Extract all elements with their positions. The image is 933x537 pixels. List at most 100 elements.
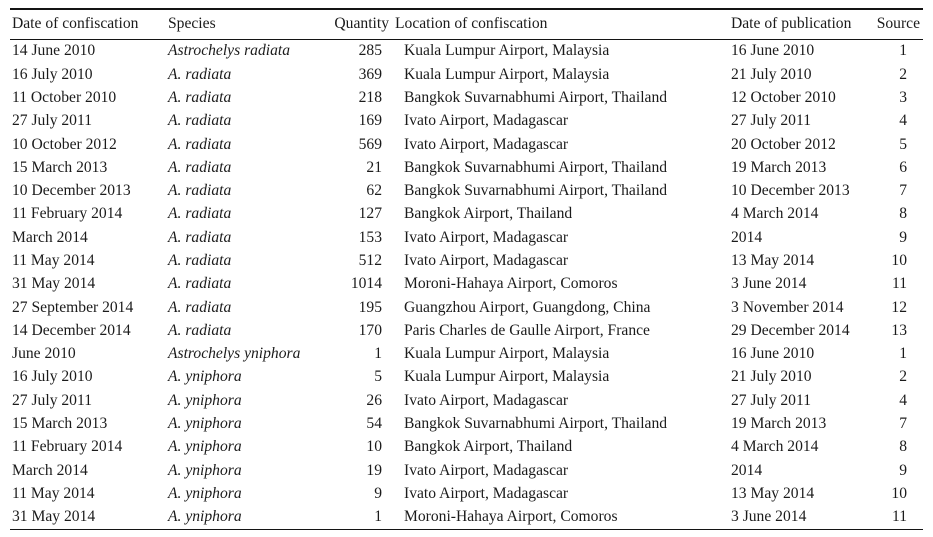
table-row: 31 May 2014 A. radiata 1014 Moroni-Hahaya A… xyxy=(10,273,923,296)
cell-source: 7 xyxy=(899,414,907,432)
cell-quantity: 369 xyxy=(358,65,382,83)
cell-date-of-publication: 4 March 2014 xyxy=(731,438,819,456)
cell-date-of-confiscation: 11 October 2010 xyxy=(12,89,117,106)
col-header-date-of-confiscation: Date of confiscation xyxy=(10,9,166,40)
cell-species: A. yniphora xyxy=(168,484,242,502)
cell-source: 2 xyxy=(899,65,907,83)
cell-species: A. yniphora xyxy=(168,368,242,386)
cell-quantity: 19 xyxy=(366,461,382,479)
cell-quantity: 218 xyxy=(358,89,382,106)
cell-location-of-confiscation: Guangzhou Airport, Guangdong, China xyxy=(404,298,651,316)
cell-date-of-confiscation: March 2014 xyxy=(12,461,88,479)
table-body: 14 June 2010 Astrochelys radiata 285 Kuala … xyxy=(10,40,923,530)
cell-date-of-confiscation: 10 December 2013 xyxy=(12,182,131,200)
table-row: 15 March 2013 A. radiata 21 Bangkok Suvarna… xyxy=(10,156,923,179)
cell-quantity: 9 xyxy=(374,484,382,502)
cell-date-of-confiscation: 11 May 2014 xyxy=(12,484,95,502)
cell-quantity: 1014 xyxy=(350,275,382,293)
table-row: 11 May 2014 A. radiata 512 Ivato Airport, M… xyxy=(10,250,923,273)
cell-species: A. radiata xyxy=(168,251,232,269)
cell-quantity: 5 xyxy=(374,368,382,386)
cell-date-of-confiscation: 11 May 2014 xyxy=(12,251,95,269)
cell-source: 6 xyxy=(899,158,907,176)
table-row: 10 December 2013 A. radiata 62 Bangkok Suva… xyxy=(10,180,923,203)
confiscation-table-wrap: Date of confiscation Species Quantity Lo… xyxy=(10,8,923,530)
cell-source: 1 xyxy=(899,345,907,363)
cell-location-of-confiscation: Ivato Airport, Madagascar xyxy=(404,228,569,246)
cell-location-of-confiscation: Ivato Airport, Madagascar xyxy=(404,251,569,269)
table-row: 11 February 2014 A. yniphora 10 Bangkok Air… xyxy=(10,436,923,459)
cell-date-of-publication: 3 June 2014 xyxy=(731,508,807,526)
cell-location-of-confiscation: Ivato Airport, Madagascar xyxy=(404,391,569,409)
cell-source: 8 xyxy=(899,205,907,223)
cell-source: 10 xyxy=(891,484,907,502)
cell-date-of-confiscation: June 2010 xyxy=(12,345,76,363)
cell-species: A. radiata xyxy=(168,112,232,130)
cell-species: Astrochelys radiata xyxy=(168,42,290,60)
cell-quantity: 512 xyxy=(358,251,382,269)
cell-source: 11 xyxy=(891,508,907,526)
table-row: June 2010 Astrochelys yniphora 1 Kuala Lump… xyxy=(10,343,923,366)
cell-date-of-publication: 16 June 2010 xyxy=(731,345,815,363)
table-row: 14 December 2014 A. radiata 170 Paris Charl… xyxy=(10,319,923,342)
cell-location-of-confiscation: Bangkok Suvarnabhumi Airport, Thailand xyxy=(404,158,668,176)
cell-date-of-confiscation: 16 July 2010 xyxy=(12,368,93,386)
cell-date-of-confiscation: 27 July 2011 xyxy=(12,391,92,409)
cell-date-of-publication: 2014 xyxy=(731,461,763,479)
cell-species: A. radiata xyxy=(168,321,232,339)
cell-species: A. radiata xyxy=(168,182,232,200)
header-row: Date of confiscation Species Quantity Lo… xyxy=(10,9,923,40)
cell-source: 4 xyxy=(899,391,907,409)
cell-date-of-publication: 13 May 2014 xyxy=(731,251,815,269)
cell-species: A. radiata xyxy=(168,135,232,153)
cell-species: A. yniphora xyxy=(168,461,242,479)
cell-species: A. radiata xyxy=(168,205,232,223)
cell-location-of-confiscation: Ivato Airport, Madagascar xyxy=(404,461,569,479)
cell-date-of-publication: 16 June 2010 xyxy=(731,42,815,60)
cell-date-of-confiscation: 31 May 2014 xyxy=(12,508,96,526)
cell-quantity: 1 xyxy=(374,345,382,363)
cell-species: A. radiata xyxy=(168,298,232,316)
cell-source: 3 xyxy=(899,89,907,106)
col-header-species: Species xyxy=(166,9,324,40)
table-row: 11 February 2014 A. radiata 127 Bangkok Air… xyxy=(10,203,923,226)
cell-date-of-publication: 10 December 2013 xyxy=(731,182,850,200)
cell-location-of-confiscation: Moroni-Hahaya Airport, Comoros xyxy=(404,508,618,526)
cell-species: A. yniphora xyxy=(168,438,242,456)
cell-quantity: 169 xyxy=(358,112,382,130)
cell-location-of-confiscation: Moroni-Hahaya Airport, Comoros xyxy=(404,275,618,293)
table-row: 27 July 2011 A. radiata 169 Ivato Airport, … xyxy=(10,110,923,133)
col-header-quantity: Quantity xyxy=(324,9,390,40)
cell-quantity: 127 xyxy=(358,205,382,223)
col-header-source: Source xyxy=(869,9,923,40)
table-row: 11 May 2014 A. yniphora 9 Ivato Airport, Ma… xyxy=(10,482,923,505)
cell-source: 5 xyxy=(899,135,907,153)
cell-location-of-confiscation: Paris Charles de Gaulle Airport, France xyxy=(404,321,650,339)
cell-location-of-confiscation: Kuala Lumpur Airport, Malaysia xyxy=(404,368,610,386)
cell-date-of-confiscation: 27 July 2011 xyxy=(12,112,92,130)
cell-date-of-publication: 29 December 2014 xyxy=(731,321,850,339)
cell-date-of-publication: 4 March 2014 xyxy=(731,205,819,223)
cell-date-of-confiscation: 27 September 2014 xyxy=(12,298,134,316)
table-row: 10 October 2012 A. radiata 569 Ivato Airpor… xyxy=(10,133,923,156)
cell-quantity: 195 xyxy=(358,298,382,316)
cell-quantity: 285 xyxy=(358,42,382,60)
table-row: 27 July 2011 A. yniphora 26 Ivato Airport, … xyxy=(10,389,923,412)
cell-quantity: 1 xyxy=(374,508,382,526)
cell-quantity: 62 xyxy=(366,182,382,200)
cell-date-of-publication: 19 March 2013 xyxy=(731,414,827,432)
table-row: 16 July 2010 A. radiata 369 Kuala Lumpur Ai… xyxy=(10,63,923,86)
cell-date-of-confiscation: 10 October 2012 xyxy=(12,135,117,153)
cell-location-of-confiscation: Kuala Lumpur Airport, Malaysia xyxy=(404,42,610,60)
cell-quantity: 569 xyxy=(358,135,382,153)
cell-location-of-confiscation: Kuala Lumpur Airport, Malaysia xyxy=(404,345,610,363)
table-row: March 2014 A. radiata 153 Ivato Airport, Ma… xyxy=(10,226,923,249)
table-row: 16 July 2010 A. yniphora 5 Kuala Lumpur Air… xyxy=(10,366,923,389)
cell-location-of-confiscation: Bangkok Suvarnabhumi Airport, Thailand xyxy=(404,182,668,200)
cell-source: 13 xyxy=(891,321,907,339)
cell-date-of-publication: 3 November 2014 xyxy=(731,298,844,316)
cell-date-of-publication: 21 July 2010 xyxy=(731,65,812,83)
cell-species: A. radiata xyxy=(168,158,232,176)
cell-date-of-publication: 3 June 2014 xyxy=(731,275,807,293)
cell-date-of-publication: 12 October 2010 xyxy=(731,89,836,106)
